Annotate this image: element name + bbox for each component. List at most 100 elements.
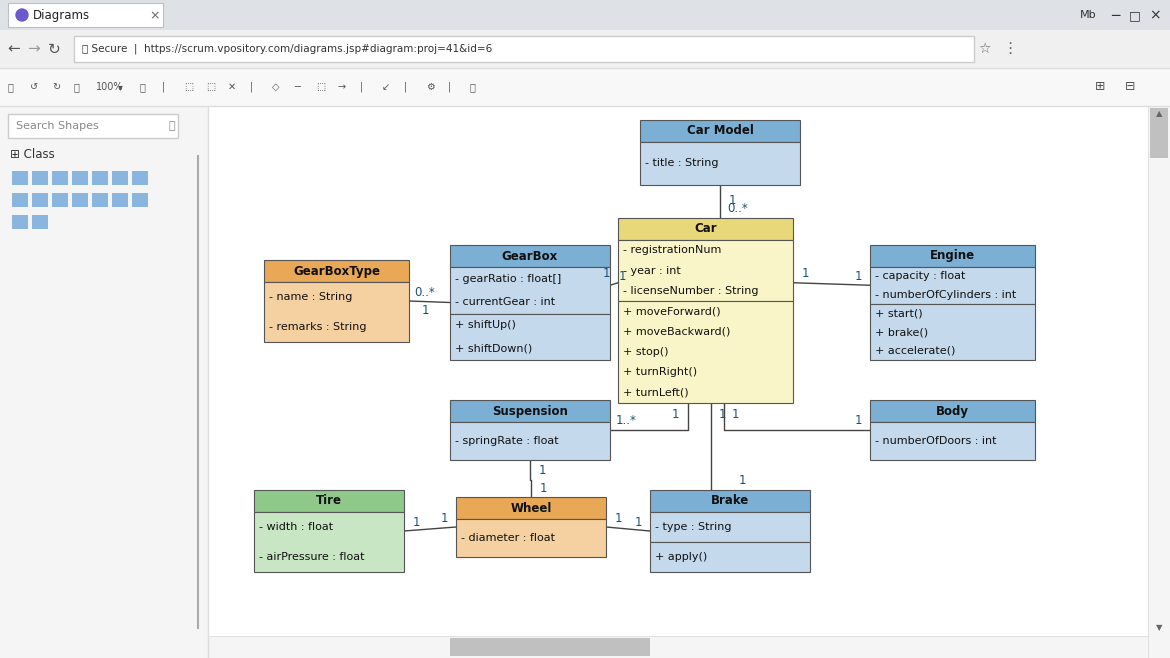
Text: ▲: ▲ <box>1156 109 1162 118</box>
Text: + shiftDown(): + shiftDown() <box>455 343 532 353</box>
Text: ⬚: ⬚ <box>316 82 325 92</box>
Text: GearBoxType: GearBoxType <box>292 265 380 278</box>
Text: 1: 1 <box>634 515 642 528</box>
Text: 🔍: 🔍 <box>140 82 146 92</box>
Text: |: | <box>360 82 363 92</box>
Text: Diagrams: Diagrams <box>33 9 90 22</box>
Bar <box>456 497 606 519</box>
Text: 0..*: 0..* <box>728 201 749 215</box>
Text: Tire: Tire <box>316 495 342 507</box>
Bar <box>208 106 1148 636</box>
Text: - registrationNum: - registrationNum <box>622 245 722 255</box>
Text: Wheel: Wheel <box>510 501 552 515</box>
Text: - name : String: - name : String <box>269 292 352 302</box>
Text: |: | <box>161 82 165 92</box>
Text: ⊞ Class: ⊞ Class <box>11 147 55 161</box>
Bar <box>1148 106 1170 658</box>
FancyBboxPatch shape <box>450 638 651 656</box>
Text: - currentGear : int: - currentGear : int <box>455 297 555 307</box>
Bar <box>456 519 606 557</box>
Text: ⊟: ⊟ <box>1124 80 1135 93</box>
Text: Car: Car <box>694 222 717 236</box>
Text: - gearRatio : float[]: - gearRatio : float[] <box>455 274 562 284</box>
Text: ▾: ▾ <box>118 82 123 92</box>
Text: - airPressure : float: - airPressure : float <box>259 552 365 562</box>
Text: - numberOfDoors : int: - numberOfDoors : int <box>875 436 997 446</box>
Text: GearBox: GearBox <box>502 249 558 263</box>
Bar <box>92 193 108 207</box>
Text: 1: 1 <box>718 409 727 422</box>
Bar <box>450 422 610 460</box>
Bar <box>640 120 800 142</box>
Bar <box>32 215 48 229</box>
Text: Body: Body <box>936 405 969 417</box>
Text: →: → <box>28 41 41 57</box>
Bar <box>870 267 1035 304</box>
Bar <box>651 542 810 572</box>
Circle shape <box>16 9 28 21</box>
Text: |: | <box>448 82 452 92</box>
Text: 1: 1 <box>603 267 610 280</box>
Bar <box>450 245 610 267</box>
Text: 1: 1 <box>672 409 680 422</box>
Text: 1: 1 <box>538 463 545 476</box>
Text: 1: 1 <box>421 303 428 316</box>
Bar <box>208 636 1148 658</box>
Bar <box>618 218 793 240</box>
Bar <box>651 490 810 512</box>
Text: 1..*: 1..* <box>615 415 636 428</box>
Bar <box>870 422 1035 460</box>
Text: ─: ─ <box>294 82 300 92</box>
Bar <box>618 301 793 403</box>
Bar <box>450 313 610 360</box>
Text: - capacity : float: - capacity : float <box>875 271 965 282</box>
Text: + apply(): + apply() <box>655 552 707 562</box>
Text: + accelerate(): + accelerate() <box>875 345 956 356</box>
Text: ◇: ◇ <box>271 82 280 92</box>
FancyBboxPatch shape <box>8 114 178 138</box>
Bar <box>51 193 68 207</box>
Bar <box>264 282 410 342</box>
Bar <box>450 267 610 313</box>
Bar <box>264 260 410 282</box>
Text: 1: 1 <box>440 511 448 524</box>
Bar <box>450 400 610 422</box>
Text: ⬜: ⬜ <box>8 82 14 92</box>
Text: + moveForward(): + moveForward() <box>622 307 721 316</box>
Text: ▼: ▼ <box>1156 624 1162 632</box>
Text: |: | <box>250 82 253 92</box>
Bar <box>870 245 1035 267</box>
Text: 1: 1 <box>618 270 626 283</box>
Text: - licenseNumber : String: - licenseNumber : String <box>622 286 758 296</box>
Text: □: □ <box>1129 9 1141 22</box>
Text: - numberOfCylinders : int: - numberOfCylinders : int <box>875 290 1017 300</box>
Bar <box>618 240 793 301</box>
Text: ✕: ✕ <box>228 82 236 92</box>
Bar <box>640 142 800 185</box>
Text: |: | <box>404 82 407 92</box>
Text: - type : String: - type : String <box>655 522 731 532</box>
Text: →: → <box>338 82 346 92</box>
Text: ←: ← <box>8 41 20 57</box>
Text: 1: 1 <box>801 267 808 280</box>
Bar <box>12 215 28 229</box>
Text: - year : int: - year : int <box>622 266 681 276</box>
Text: 🔍: 🔍 <box>74 82 80 92</box>
Bar <box>0 0 1170 30</box>
Bar <box>32 171 48 185</box>
Bar <box>0 106 208 658</box>
Text: + turnLeft(): + turnLeft() <box>622 388 689 398</box>
Bar <box>32 193 48 207</box>
Bar <box>92 171 108 185</box>
Text: 0..*: 0..* <box>414 286 435 299</box>
Bar <box>870 400 1035 422</box>
Text: ⋮: ⋮ <box>1003 41 1018 57</box>
FancyBboxPatch shape <box>74 36 973 62</box>
Text: ↙: ↙ <box>381 82 390 92</box>
Text: ×: × <box>150 9 160 22</box>
Text: - springRate : float: - springRate : float <box>455 436 558 446</box>
Text: ⬚: ⬚ <box>206 82 215 92</box>
Text: 1: 1 <box>854 270 862 283</box>
Text: 1: 1 <box>731 409 739 422</box>
Text: Suspension: Suspension <box>493 405 567 417</box>
